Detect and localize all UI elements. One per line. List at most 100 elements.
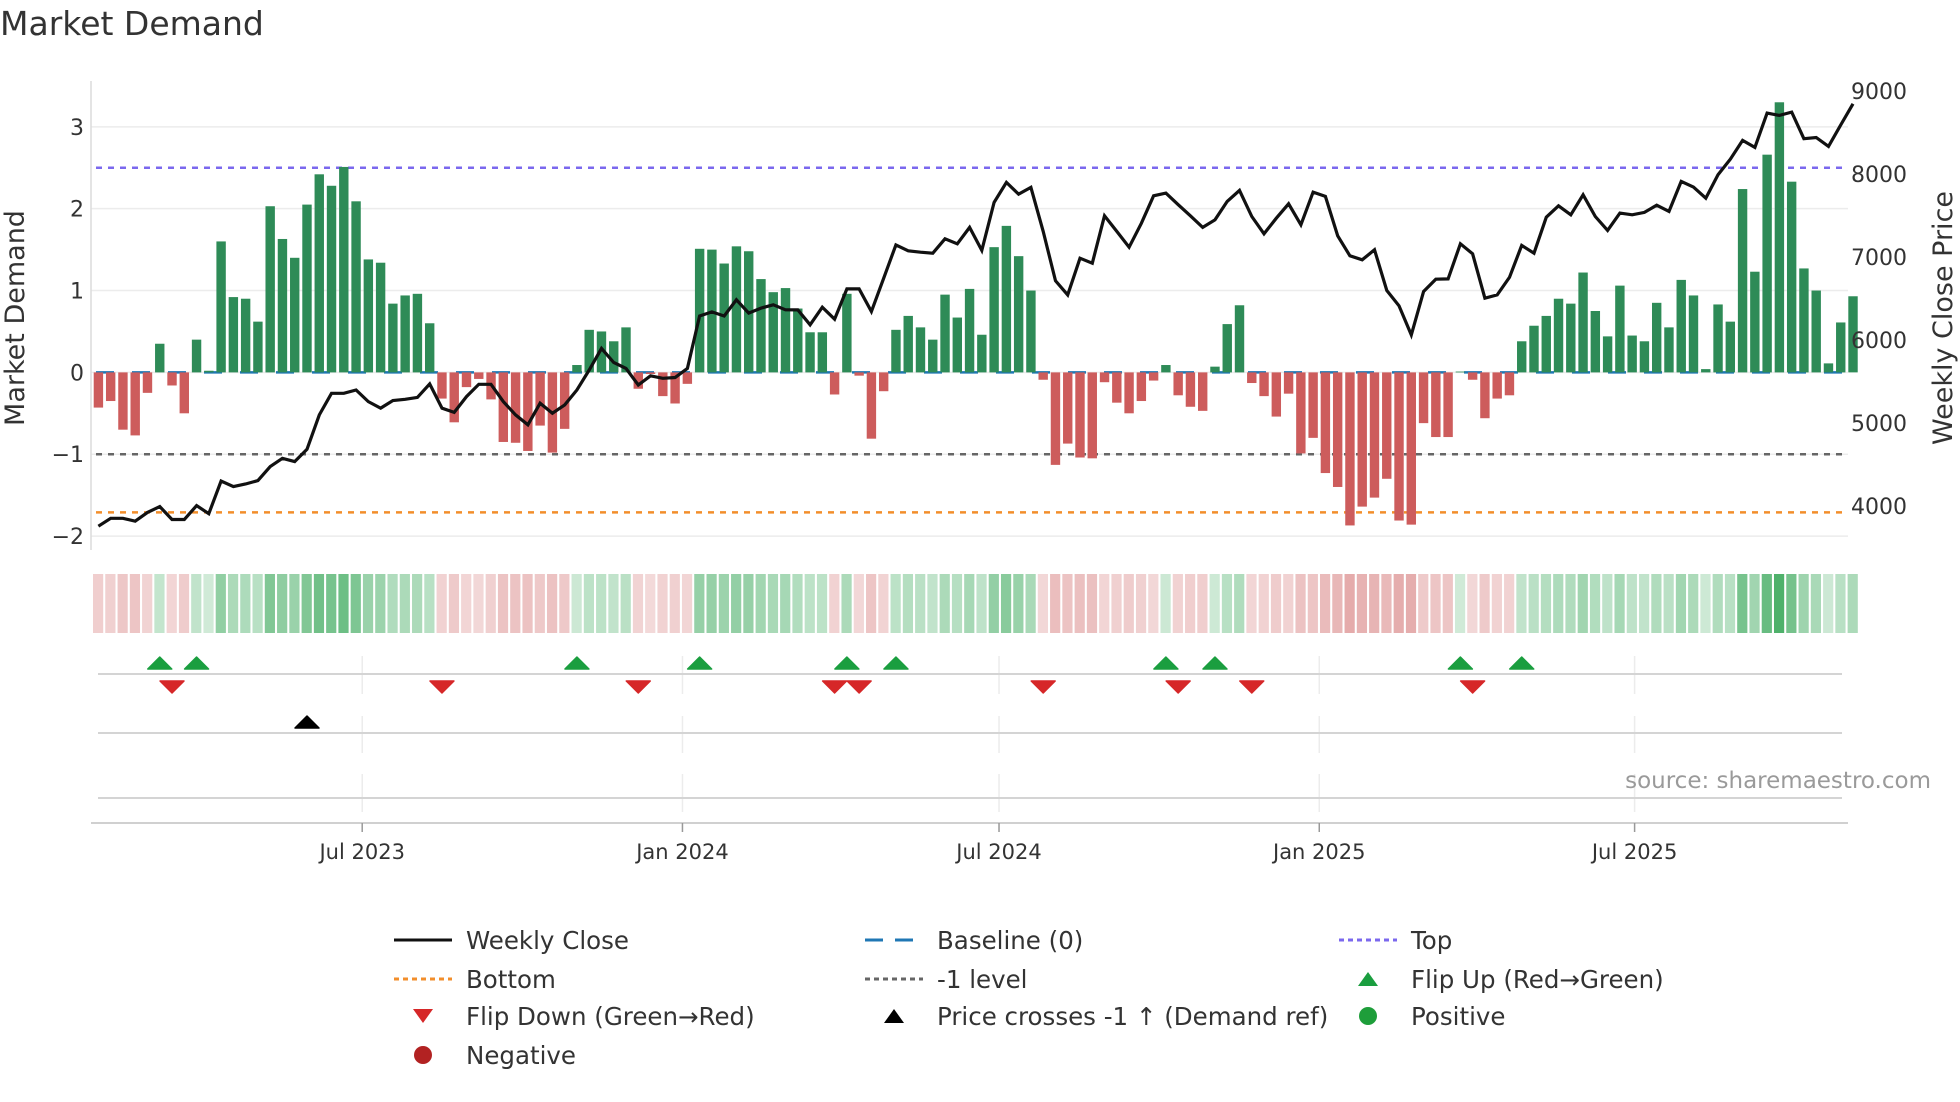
y-right-tick-label: 9000 [1851,80,1907,105]
flip-down-marker [159,680,185,694]
demand-bar [1394,372,1404,521]
heat-cell [1307,574,1318,633]
demand-bar [964,288,975,373]
demand-bar [412,293,423,373]
demand-bar [1259,372,1269,397]
heat-cell [1320,574,1331,633]
demand-bar [1050,372,1061,465]
demand-bar [1418,372,1429,424]
heat-cell [694,574,705,633]
heat-cell [313,574,325,633]
heat-cell [1504,574,1515,633]
heat-cell [706,574,717,633]
demand-bar [424,323,435,373]
weekly-close-polyline [97,102,1855,528]
heat-cell [1639,574,1650,633]
demand-bar [842,293,852,373]
demand-bar [105,372,116,402]
y-right-tick-label: 6000 [1851,329,1907,354]
heat-cell [731,574,742,633]
demand-bar [1676,279,1686,373]
demand-bar [1651,302,1662,373]
demand-bar [142,372,153,393]
heat-cell [240,574,251,633]
demand-bar [559,372,570,429]
demand-bar [768,292,778,373]
heat-cell [178,574,190,633]
demand-bar [375,262,386,373]
demand-bar [1517,341,1527,373]
y-right-tick-label: 5000 [1851,412,1907,437]
heat-cell [1050,574,1061,633]
heat-cell [571,574,582,633]
demand-bar [228,297,239,373]
demand-bar [1504,372,1515,396]
demand-bar [1357,372,1367,507]
demand-bar [1823,363,1834,373]
heat-cell [878,574,889,633]
heat-cell [1847,574,1858,633]
heat-cell [326,574,337,633]
heat-cell [767,574,779,633]
heat-cell [1381,574,1392,633]
heat-cell [1405,574,1417,633]
demand-bar [498,372,509,442]
demand-bar [1725,321,1736,373]
heat-cell [473,574,484,633]
heat-cell [853,574,864,633]
demand-bar [1590,310,1601,373]
heat-cell [583,574,594,633]
demand-bar [1615,285,1625,373]
heat-cell [1160,574,1171,633]
heat-cell [1712,574,1723,633]
heat-cell [117,574,128,633]
flip-up-marker [564,656,590,670]
heat-cell [1577,574,1588,633]
demand-bar [535,372,545,426]
y-tick-label: 3 [70,116,84,141]
demand-bar [510,372,521,443]
demand-bar [253,321,263,373]
heat-cell [866,574,877,633]
demand-bar [731,246,742,373]
flip-up-marker [883,656,909,670]
y-right-axis-label: Weekly Close Price [1928,191,1959,445]
heat-cell [681,574,693,633]
heat-cell [338,574,349,633]
demand-bar [1774,102,1785,373]
heat-cell [412,574,423,633]
heat-cell [1810,574,1821,633]
demand-bar [240,298,251,373]
demand-bar [756,279,766,373]
demand-bar [1529,325,1539,373]
heat-cell [1798,574,1809,633]
heat-cell [301,574,312,633]
heat-cell [1479,574,1490,633]
heat-cell [154,574,165,633]
demand-bar [670,372,680,404]
demand-bar [400,295,410,373]
flip-down-marker [1239,680,1265,694]
demand-bar [1210,366,1220,373]
flip-down-marker [821,680,848,694]
heat-cell [1209,574,1220,633]
heat-cell [1356,574,1368,633]
x-tick-label: Jan 2024 [634,840,729,864]
demand-bar [1455,371,1466,373]
demand-bar [928,339,938,373]
flip-up-marker [1508,656,1535,670]
heat-cell [375,574,386,633]
heat-cell [608,574,619,633]
demand-bar [977,334,987,373]
heat-cell [166,574,177,633]
flip-up-marker [834,656,860,670]
demand-bar [829,372,840,395]
heat-cell [1589,574,1601,633]
demand-bar [1320,372,1331,474]
heat-cell [620,574,631,633]
x-tick-label: Jul 2023 [317,840,404,864]
heat-cell [755,574,766,633]
heat-cell [362,574,374,633]
heat-cell [1123,574,1134,633]
demand-bar [363,259,374,373]
